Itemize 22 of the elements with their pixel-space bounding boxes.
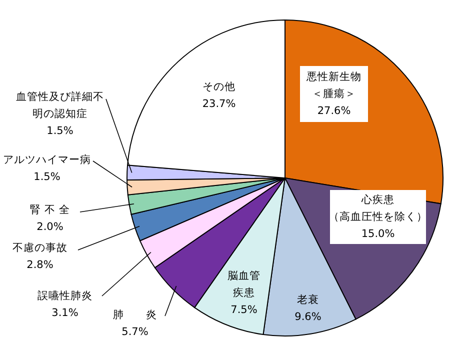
data-label: 2.0% — [36, 221, 64, 233]
slice-label: 誤嚥性肺炎 — [38, 289, 92, 302]
slice-label: 不慮の事故 — [12, 241, 68, 254]
slice-label: 悪性新生物＜腫瘍＞ — [306, 70, 362, 100]
data-label: 9.6% — [294, 311, 322, 323]
data-label: 7.5% — [230, 304, 258, 316]
data-label: 27.6% — [317, 105, 351, 117]
slice-label: 血管性及び詳細不明の認知症 — [16, 90, 104, 120]
slice-label: 老衰 — [297, 293, 319, 306]
slice-label: 肺 炎 — [113, 309, 157, 321]
slice-label: 脳血管疾患 — [228, 270, 260, 299]
data-label: 23.7% — [202, 98, 236, 110]
data-label: 1.5% — [46, 125, 74, 137]
slice-label: 腎 不 全 — [30, 204, 70, 216]
data-label: 2.8% — [26, 259, 54, 271]
data-label: 3.1% — [52, 307, 78, 319]
slice-label: 心疾患（高血圧性を除く） — [328, 193, 428, 223]
slice-label: アルツハイマー病 — [3, 153, 91, 166]
data-label: 1.5% — [34, 171, 60, 183]
data-label: 15.0% — [361, 228, 395, 240]
slice-label: その他 — [202, 81, 236, 93]
data-label: 5.7% — [122, 326, 148, 338]
